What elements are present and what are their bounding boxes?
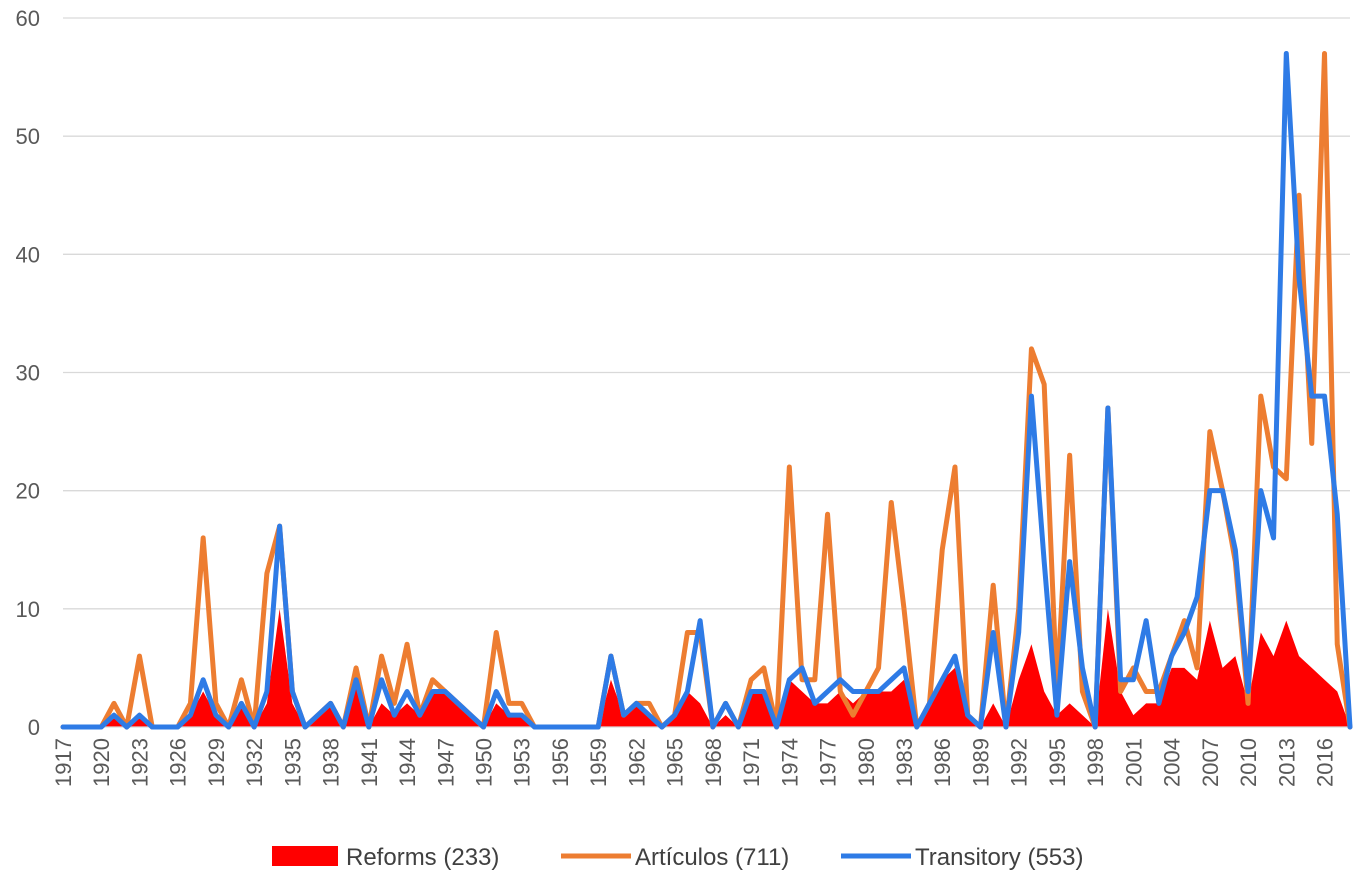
x-tick-label: 2013 xyxy=(1274,738,1299,787)
x-tick-label: 1980 xyxy=(854,738,879,787)
x-tick-label: 1941 xyxy=(357,738,382,787)
x-tick-label: 2016 xyxy=(1313,738,1338,787)
x-tick-label: 1920 xyxy=(89,738,114,787)
x-tick-label: 1965 xyxy=(663,738,688,787)
legend-item-transitory: Transitory (553) xyxy=(841,844,1084,871)
x-tick-label: 1953 xyxy=(510,738,535,787)
legend-item-reforms: Reforms (233) xyxy=(272,844,499,871)
x-tick-label: 1992 xyxy=(1007,738,1032,787)
x-tick-label: 2010 xyxy=(1236,738,1261,787)
y-tick-label: 10 xyxy=(16,597,40,622)
x-tick-label: 1923 xyxy=(127,738,152,787)
x-tick-label: 1962 xyxy=(624,738,649,787)
x-tick-label: 1977 xyxy=(816,738,841,787)
legend-label: Artículos (711) xyxy=(635,844,789,871)
x-tick-label: 1932 xyxy=(242,738,267,787)
x-tick-label: 1956 xyxy=(548,738,573,787)
x-tick-label: 2004 xyxy=(1160,738,1185,787)
x-tick-label: 1959 xyxy=(586,738,611,787)
x-tick-label: 1950 xyxy=(472,738,497,787)
line-series-articles xyxy=(60,50,1353,730)
line-series-layer xyxy=(60,50,1353,730)
x-tick-labels: 1917 1920 1923 1926 1929 1932 1935 1938 1941 1944… xyxy=(51,738,1338,787)
x-tick-label: 2007 xyxy=(1198,738,1223,787)
x-tick-label: 1986 xyxy=(930,738,955,787)
x-tick-label: 1947 xyxy=(433,738,458,787)
x-tick-label: 1935 xyxy=(280,738,305,787)
x-tick-label: 2001 xyxy=(1121,738,1146,787)
x-tick-label: 1929 xyxy=(204,738,229,787)
y-tick-label: 60 xyxy=(16,6,40,31)
legend-swatch xyxy=(272,846,338,866)
x-tick-label: 1971 xyxy=(739,738,764,787)
gridlines xyxy=(63,17,1350,610)
area-series-reforms xyxy=(63,608,1350,727)
y-tick-labels: 0 10 20 30 40 50 60 xyxy=(16,6,40,740)
x-tick-label: 1995 xyxy=(1045,738,1070,787)
x-tick-label: 1926 xyxy=(166,738,191,787)
x-tick-label: 1974 xyxy=(777,738,802,787)
x-tick-label: 1938 xyxy=(319,738,344,787)
y-tick-label: 0 xyxy=(28,715,40,740)
legend-label: Transitory (553) xyxy=(915,844,1084,871)
x-tick-label: 1944 xyxy=(395,738,420,787)
x-tick-label: 1968 xyxy=(701,738,726,787)
y-tick-label: 40 xyxy=(16,242,40,267)
x-tick-label: 1983 xyxy=(892,738,917,787)
y-tick-label: 30 xyxy=(16,361,40,386)
x-tick-label: 1989 xyxy=(968,738,993,787)
legend: Reforms (233) Artículos (711) Transitory (… xyxy=(272,844,1084,871)
y-tick-label: 20 xyxy=(16,479,40,504)
line-series-transitory xyxy=(60,50,1353,730)
legend-item-articles: Artículos (711) xyxy=(561,844,789,871)
x-tick-label: 1917 xyxy=(51,738,76,787)
x-tick-label: 1998 xyxy=(1083,738,1108,787)
area-series-layer xyxy=(63,608,1350,727)
legend-label: Reforms (233) xyxy=(346,844,499,871)
y-tick-label: 50 xyxy=(16,124,40,149)
